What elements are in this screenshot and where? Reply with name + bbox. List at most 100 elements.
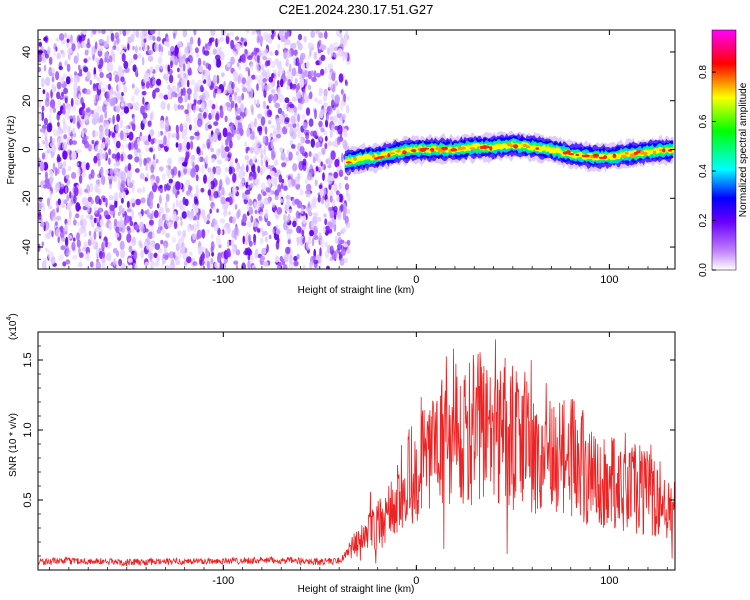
heatmap-cell [241,92,245,101]
heatmap-cell [260,255,266,262]
heatmap-cell [252,218,257,228]
heatmap-cell [109,168,114,176]
heatmap-cell [298,68,303,75]
heatmap-cell [109,98,115,107]
heatmap-cell [101,258,106,264]
heatmap-cell [217,159,222,165]
heatmap-cell [297,172,301,179]
heatmap-cell [177,51,183,58]
heatmap-cell [113,162,117,167]
heatmap-cell [340,248,346,256]
heatmap-cell [255,30,258,33]
heatmap-cell [251,105,254,116]
heatmap-cell [262,100,267,110]
heatmap-cell [168,178,173,184]
heatmap-cell [307,54,311,60]
heatmap-cell [85,162,90,171]
heatmap-cell [76,239,81,248]
heatmap-cell [298,160,304,171]
heatmap-cell [75,149,82,154]
heatmap-cell [127,178,130,187]
signal-peak [430,147,435,152]
heatmap-cell [140,249,145,259]
heatmap-cell [182,87,186,97]
heatmap-cell [260,153,264,160]
heatmap-cell [184,136,189,142]
heatmap-cell [95,226,101,232]
heatmap-cell [320,161,324,167]
heatmap-cell [235,263,239,269]
heatmap-cell [123,187,128,193]
signal-peak [384,155,388,158]
heatmap-cell [251,131,255,138]
heatmap-cell [265,69,270,75]
spectrogram-panel: -100 0 100 -40 -20 0 20 40 Height of straight … [6,29,676,296]
heatmap-cell [257,193,262,202]
heatmap-cell [271,228,275,235]
heatmap-cell [229,166,236,174]
heatmap-cell [331,93,335,100]
heatmap-cell [97,77,101,82]
heatmap-cell [148,243,154,252]
heatmap-cell [244,41,247,47]
heatmap-cell [114,153,120,163]
snr-line [38,339,675,567]
heatmap-cell [46,123,52,133]
heatmap-cell [201,229,206,239]
heatmap-cell [118,191,123,200]
heatmap-cell [103,119,110,129]
heatmap-cell [241,163,245,173]
heatmap-cell [324,199,330,209]
heatmap-cell [195,184,199,195]
heatmap-cell [117,132,121,138]
heatmap-cell [250,208,254,215]
heatmap-cell [99,218,104,227]
heatmap-cell [171,91,176,98]
heatmap-cell [343,131,348,138]
heatmap-cell [278,114,285,125]
heatmap-cell [211,251,215,257]
heatmap-cell [135,30,140,38]
heatmap-cell [161,173,166,180]
heatmap-cell [292,127,298,133]
heatmap-cell [142,112,148,119]
heatmap-cell [276,236,280,244]
heatmap-cell [267,120,272,125]
heatmap-cell [250,62,254,71]
heatmap-cell [93,230,97,240]
heatmap-cell [197,157,201,162]
heatmap-cell [247,260,251,269]
heatmap-cell [313,51,318,60]
heatmap-cell [232,216,236,225]
heatmap-cell [41,152,46,160]
heatmap-cell [237,95,242,104]
heatmap-cell [318,32,324,39]
heatmap-cell [38,99,42,108]
heatmap-cell [259,211,264,217]
heatmap-cell [334,235,338,245]
heatmap-cell [44,130,48,138]
heatmap-cell [329,195,333,203]
heatmap-cell [89,79,93,86]
heatmap-cell [224,156,229,162]
heatmap-cell [194,131,200,136]
heatmap-cell [187,223,191,233]
heatmap-cell [102,251,106,259]
heatmap-cell [254,209,258,214]
x-tick-label: 100 [600,274,618,286]
heatmap-cell [265,187,271,193]
snr-x-axis-label: Height of straight line (km) [298,584,415,595]
heatmap-cell [334,94,341,104]
heatmap-cell [48,114,53,124]
heatmap-cell [145,146,149,153]
heatmap-cell [51,215,57,221]
heatmap-cell [297,42,303,51]
heatmap-cell [237,107,242,115]
heatmap-cell [52,128,59,137]
heatmap-cell [251,164,256,173]
heatmap-cell [259,237,264,245]
heatmap-cell [122,30,127,37]
heatmap-cell [249,158,254,167]
heatmap-cell [139,131,143,137]
x-tick-label: -100 [212,274,234,286]
